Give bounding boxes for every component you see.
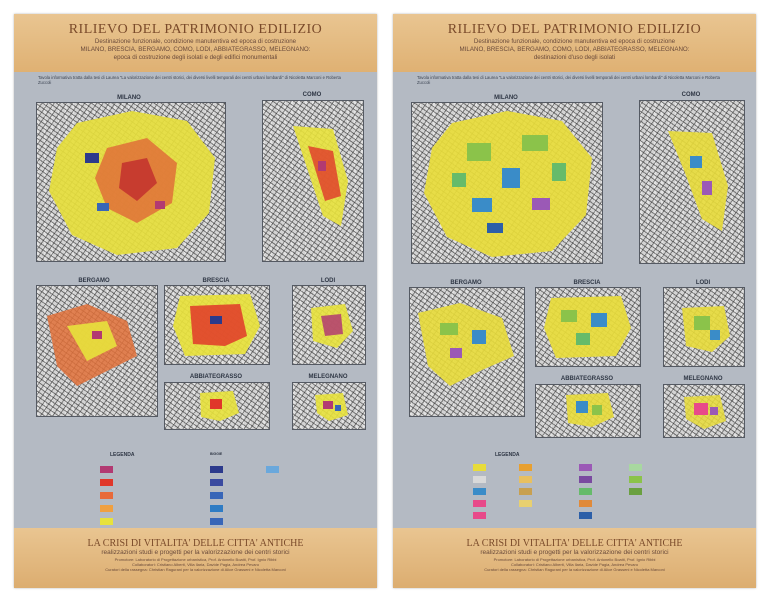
legend-swatch bbox=[100, 518, 113, 525]
poster-header: RILIEVO DEL PATRIMONIO EDILIZIO Destinaz… bbox=[14, 14, 377, 72]
map-melegnano bbox=[663, 384, 745, 438]
legend-swatch bbox=[473, 500, 486, 507]
map-brescia bbox=[535, 287, 641, 367]
legend-swatch bbox=[210, 505, 223, 512]
legend-title-2: BIGGIE bbox=[210, 452, 223, 456]
legend-swatch bbox=[629, 488, 642, 495]
poster-destinazioni-uso: RILIEVO DEL PATRIMONIO EDILIZIO Destinaz… bbox=[393, 14, 756, 588]
legend-swatch bbox=[519, 488, 532, 495]
legend-swatch bbox=[579, 488, 592, 495]
poster-title: RILIEVO DEL PATRIMONIO EDILIZIO bbox=[447, 22, 702, 37]
map-lodi bbox=[292, 285, 366, 365]
legend-swatch bbox=[579, 512, 592, 519]
footer-credit: Promotore: Laboratorio di Progettazione … bbox=[114, 557, 277, 562]
footer-credit: Collaboratori: Cristiano Alberti, Villa … bbox=[510, 562, 639, 567]
legend-swatch bbox=[629, 476, 642, 483]
legend-swatch bbox=[100, 479, 113, 486]
poster-subtitle: Destinazione funzionale, condizione manu… bbox=[94, 38, 297, 45]
map-milano bbox=[36, 102, 226, 262]
footer-credit: Curatori della rassegna: Christian Ragur… bbox=[105, 567, 286, 572]
map-melegnano bbox=[292, 382, 366, 430]
poster-footer: LA CRISI DI VITALITA' DELLE CITTA' ANTIC… bbox=[393, 528, 756, 588]
map-label-milano: MILANO bbox=[117, 95, 141, 101]
legend-swatch bbox=[579, 464, 592, 471]
poster-theme: epoca di costruzione degli isolati e deg… bbox=[113, 54, 278, 61]
map-label-como: COMO bbox=[302, 92, 322, 98]
poster-cities: MILANO, BRESCIA, BERGAMO, COMO, LODI, AB… bbox=[459, 46, 690, 53]
legend-swatch bbox=[473, 464, 486, 471]
footer-credit: Collaboratori: Cristiano Alberti, Villa … bbox=[131, 562, 260, 567]
map-label-brescia: BRESCIA bbox=[573, 280, 601, 286]
map-abbiategrasso bbox=[535, 384, 641, 438]
poster-intro: Tavola informativa tratta dalla tesi di … bbox=[38, 75, 341, 85]
map-lodi bbox=[663, 287, 745, 367]
poster-subtitle: Destinazione funzionale, condizione manu… bbox=[473, 38, 676, 45]
map-label-lodi: LODI bbox=[695, 280, 711, 286]
legend-swatch bbox=[266, 466, 279, 473]
map-milano bbox=[411, 102, 603, 264]
map-label-como: COMO bbox=[681, 92, 701, 98]
legend-swatch bbox=[100, 492, 113, 499]
poster-title: RILIEVO DEL PATRIMONIO EDILIZIO bbox=[68, 22, 323, 37]
legend-swatch bbox=[210, 479, 223, 486]
map-label-brescia: BRESCIA bbox=[202, 278, 230, 284]
legend-swatch bbox=[473, 512, 486, 519]
legend-swatch bbox=[519, 500, 532, 507]
footer-title: LA CRISI DI VITALITA' DELLE CITTA' ANTIC… bbox=[87, 538, 304, 549]
footer-subtitle: realizzazioni studi e progetti per la va… bbox=[480, 549, 669, 556]
map-label-abbiategrasso: ABBIATEGRASSO bbox=[189, 374, 243, 380]
map-label-milano: MILANO bbox=[494, 95, 518, 101]
legend-swatch bbox=[100, 466, 113, 473]
legend-swatch bbox=[100, 505, 113, 512]
footer-credit: Curatori della rassegna: Christian Ragur… bbox=[484, 567, 665, 572]
footer-credit: Promotore: Laboratorio di Progettazione … bbox=[493, 557, 656, 562]
map-bergamo bbox=[409, 287, 525, 417]
legend-swatch bbox=[579, 476, 592, 483]
map-brescia bbox=[164, 285, 270, 365]
map-label-lodi: LODI bbox=[320, 278, 336, 284]
map-bergamo bbox=[36, 285, 158, 417]
poster-theme: destinazioni d'uso degli isolati bbox=[533, 54, 616, 61]
legend-swatch bbox=[210, 518, 223, 525]
map-label-bergamo: BERGAMO bbox=[450, 280, 482, 286]
map-abbiategrasso bbox=[164, 382, 270, 430]
legend-swatch bbox=[210, 466, 223, 473]
footer-subtitle: realizzazioni studi e progetti per la va… bbox=[101, 549, 290, 556]
poster-footer: LA CRISI DI VITALITA' DELLE CITTA' ANTIC… bbox=[14, 528, 377, 588]
legend-swatch bbox=[629, 464, 642, 471]
legend-swatch bbox=[473, 488, 486, 495]
poster-header: RILIEVO DEL PATRIMONIO EDILIZIO Destinaz… bbox=[393, 14, 756, 72]
poster-cities: MILANO, BRESCIA, BERGAMO, COMO, LODI, AB… bbox=[80, 46, 311, 53]
legend-swatch bbox=[519, 476, 532, 483]
poster-intro: Tavola informativa tratta dalla tesi di … bbox=[417, 75, 720, 85]
legend-swatch bbox=[519, 464, 532, 471]
legend-swatch bbox=[210, 492, 223, 499]
legend-title: LEGENDA bbox=[110, 452, 135, 458]
legend-swatch bbox=[473, 476, 486, 483]
footer-title: LA CRISI DI VITALITA' DELLE CITTA' ANTIC… bbox=[466, 538, 683, 549]
map-label-abbiategrasso: ABBIATEGRASSO bbox=[560, 376, 614, 382]
map-label-bergamo: BERGAMO bbox=[78, 278, 110, 284]
poster-epoca-costruzione: RILIEVO DEL PATRIMONIO EDILIZIO Destinaz… bbox=[14, 14, 377, 588]
map-como bbox=[262, 100, 364, 262]
map-label-melegnano: MELEGNANO bbox=[308, 374, 348, 380]
map-como bbox=[639, 100, 745, 264]
legend-title: LEGENDA bbox=[495, 452, 520, 458]
map-label-melegnano: MELEGNANO bbox=[683, 376, 723, 382]
legend-swatch bbox=[579, 500, 592, 507]
